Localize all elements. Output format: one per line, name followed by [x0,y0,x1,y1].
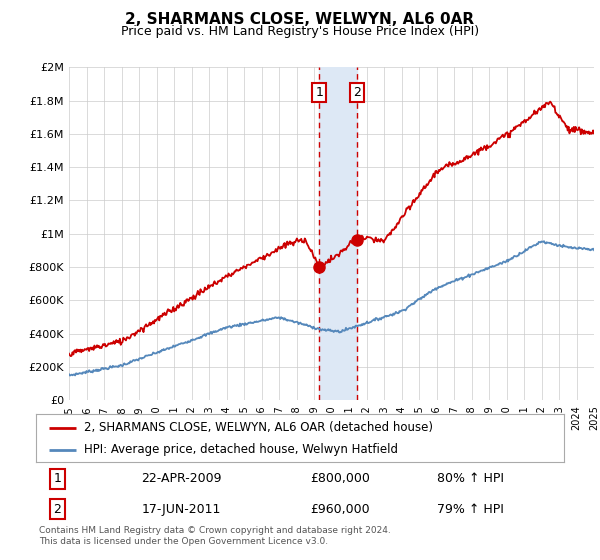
Text: 17-JUN-2011: 17-JUN-2011 [142,503,221,516]
Text: Contains HM Land Registry data © Crown copyright and database right 2024.
This d: Contains HM Land Registry data © Crown c… [39,526,391,546]
Text: 2: 2 [353,86,361,99]
Text: 1: 1 [53,473,61,486]
Bar [319,67,357,400]
Text: 2: 2 [53,503,61,516]
Text: 22-APR-2009: 22-APR-2009 [142,473,222,486]
Text: £800,000: £800,000 [311,473,370,486]
Text: 1: 1 [316,86,323,99]
Text: £960,000: £960,000 [311,503,370,516]
Text: 2, SHARMANS CLOSE, WELWYN, AL6 OAR (detached house): 2, SHARMANS CLOSE, WELWYN, AL6 OAR (deta… [83,421,433,434]
Text: Price paid vs. HM Land Registry's House Price Index (HPI): Price paid vs. HM Land Registry's House … [121,25,479,38]
Text: 80% ↑ HPI: 80% ↑ HPI [437,473,504,486]
Text: HPI: Average price, detached house, Welwyn Hatfield: HPI: Average price, detached house, Welw… [83,443,398,456]
Text: 2, SHARMANS CLOSE, WELWYN, AL6 0AR: 2, SHARMANS CLOSE, WELWYN, AL6 0AR [125,12,475,27]
Text: 79% ↑ HPI: 79% ↑ HPI [437,503,504,516]
